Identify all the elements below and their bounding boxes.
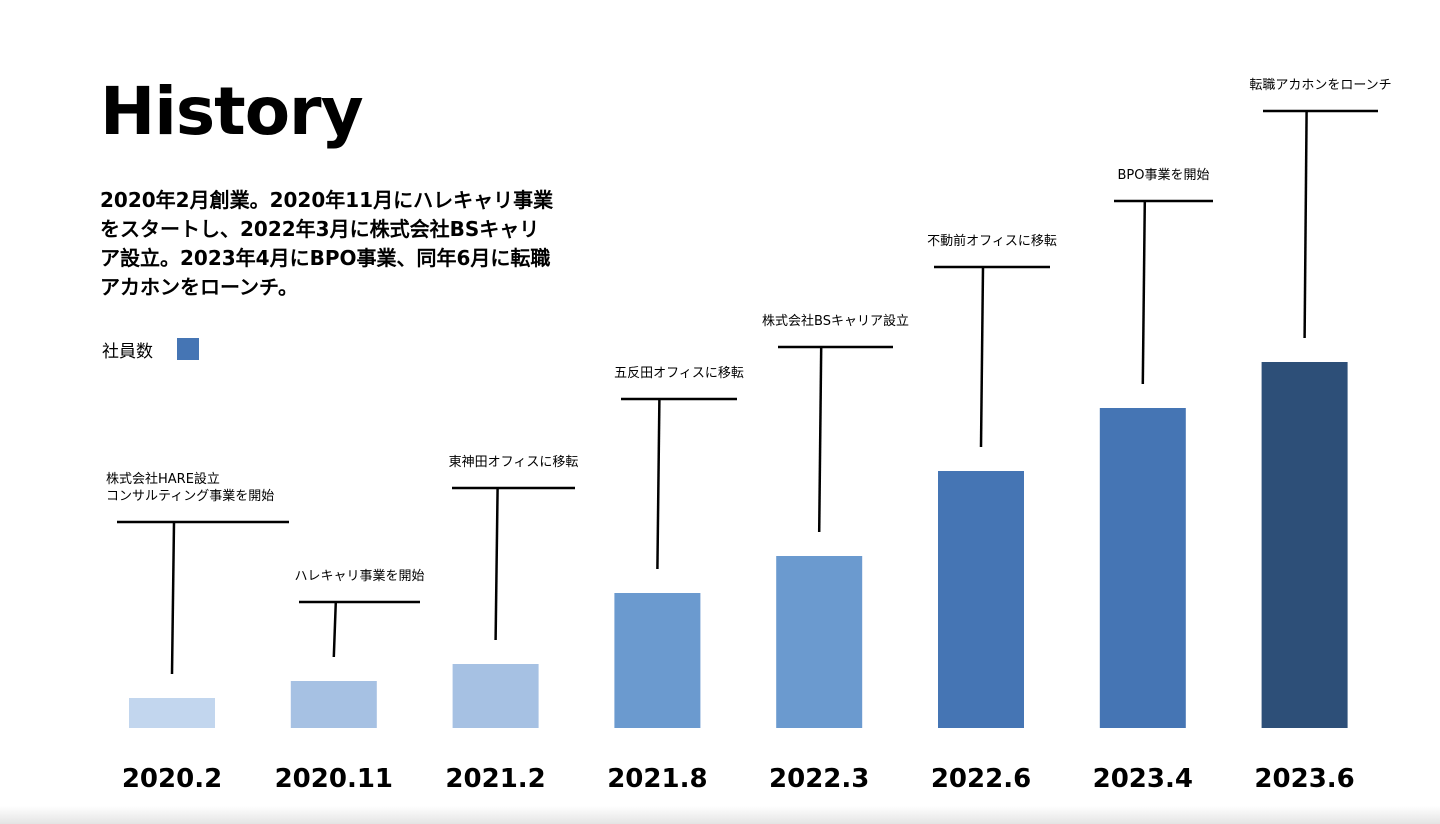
annotation-label-line: コンサルティング事業を開始	[106, 488, 274, 504]
annotation-label: BPO事業を開始	[1118, 167, 1210, 183]
annotation-stem	[332, 601, 338, 658]
legend-label: 社員数	[102, 341, 153, 362]
annotation-label: 不動前オフィスに移転	[927, 233, 1057, 249]
x-tick-label: 2023.4	[1093, 764, 1193, 794]
bar	[776, 556, 863, 728]
annotation-stem	[656, 398, 661, 570]
x-tick-label: 2020.11	[275, 764, 393, 794]
x-tick-label: 2023.6	[1254, 764, 1354, 794]
annotation-label-line: 不動前オフィスに移転	[927, 233, 1057, 249]
chart-legend: 社員数	[102, 336, 199, 362]
bar	[1261, 362, 1348, 728]
annotation-label-line: 転職アカホンをローンチ	[1249, 78, 1391, 93]
annotation-stem	[1303, 110, 1308, 339]
page-bottom-shadow	[0, 806, 1440, 824]
annotation-label: 五反田オフィスに移転	[614, 366, 744, 381]
annotation-stem	[1141, 200, 1147, 385]
annotation-label: 株式会社HARE設立コンサルティング事業を開始	[106, 471, 274, 504]
x-tick-label: 2022.6	[931, 764, 1031, 794]
annotation-label-line: 株式会社BSキャリア設立	[762, 313, 909, 329]
intro-line: アカホンをローンチ。	[100, 275, 298, 299]
annotation-label: 転職アカホンをローンチ	[1249, 78, 1391, 93]
annotation-stem	[494, 487, 499, 641]
legend-swatch	[177, 338, 199, 360]
bar	[290, 681, 377, 728]
annotation-stem	[170, 521, 176, 675]
bar	[129, 698, 215, 728]
annotation-label-line: 株式会社HARE設立	[106, 471, 220, 487]
annotation-label-line: ハレキャリ事業を開始	[294, 568, 424, 584]
annotation-label-line: BPO事業を開始	[1118, 167, 1210, 183]
annotation-label: 東神田オフィスに移転	[449, 454, 579, 470]
bar	[452, 664, 539, 728]
intro-line: をスタートし、2022年3月に株式会社BSキャリ	[100, 217, 540, 241]
bar	[938, 471, 1024, 728]
x-tick-label: 2020.2	[122, 764, 222, 794]
page-title: History	[100, 73, 364, 150]
x-tick-label: 2021.8	[607, 764, 707, 794]
annotation-stem	[979, 266, 985, 448]
x-tick-label: 2021.2	[445, 764, 545, 794]
intro-line: ア設立。2023年4月にBPO事業、同年6月に転職	[100, 246, 551, 270]
bar	[614, 593, 701, 728]
annotation-stem	[817, 346, 823, 533]
annotation-label: 株式会社BSキャリア設立	[762, 313, 909, 329]
intro-text: 2020年2月創業。2020年11月にハレキャリ事業 をスタートし、2022年3…	[100, 186, 660, 302]
annotation-label: ハレキャリ事業を開始	[294, 568, 424, 584]
intro-line: 2020年2月創業。2020年11月にハレキャリ事業	[100, 188, 554, 212]
annotation-label-line: 東神田オフィスに移転	[449, 454, 579, 470]
bar	[1099, 408, 1186, 728]
x-tick-label: 2022.3	[769, 764, 869, 794]
annotation-label-line: 五反田オフィスに移転	[614, 366, 744, 381]
